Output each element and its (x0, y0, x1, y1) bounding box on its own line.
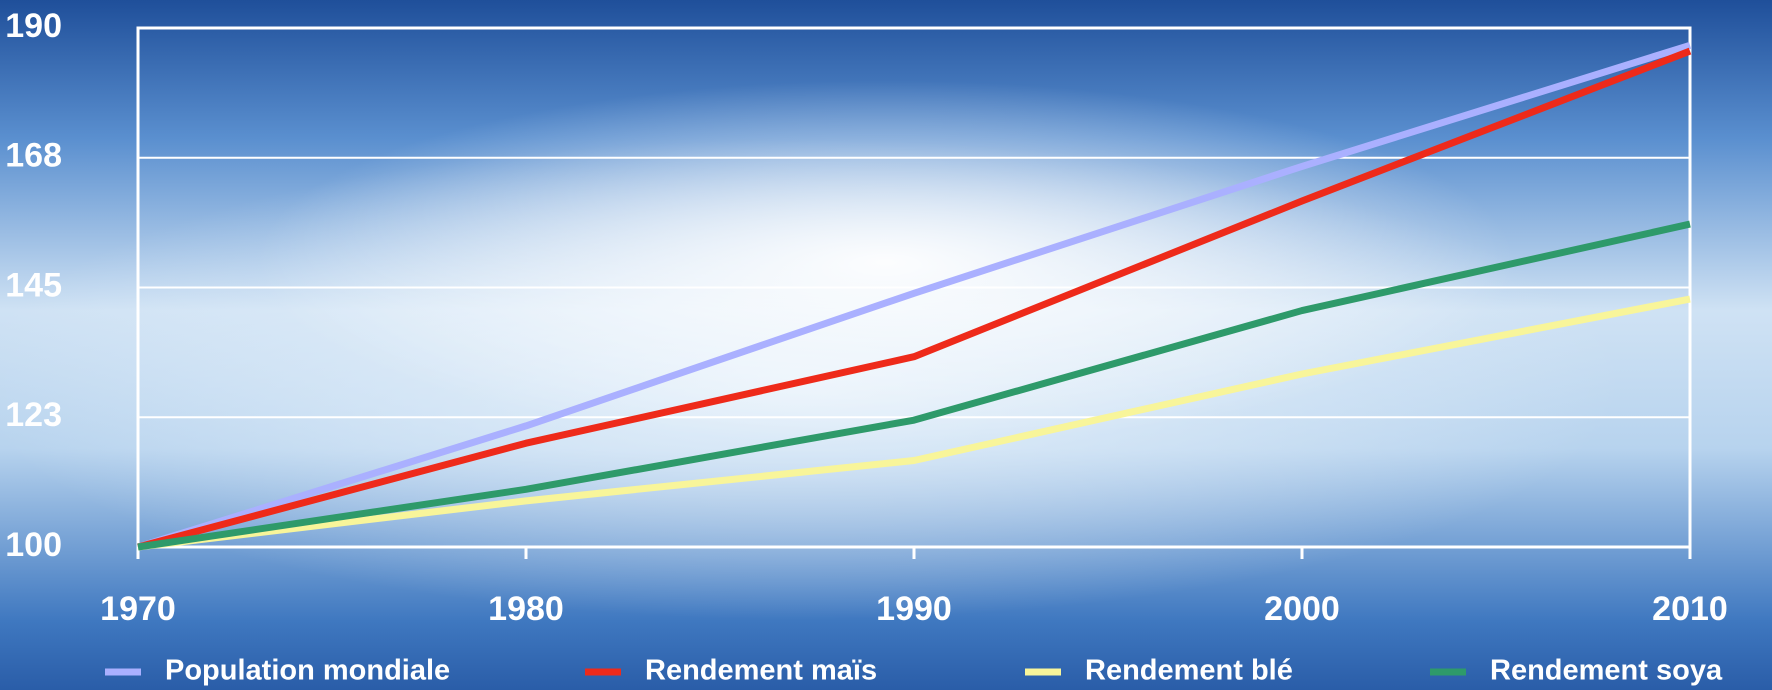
legend-label: Rendement blé (1085, 655, 1293, 687)
x-tick-label: 1990 (876, 590, 952, 628)
series-line (137, 47, 1692, 551)
y-tick-label: 100 (5, 526, 62, 564)
series-line (137, 295, 1691, 551)
x-tick-label: 1970 (100, 590, 176, 628)
y-tick-label: 123 (5, 396, 62, 434)
series-line (137, 220, 1691, 551)
x-tick-label: 1980 (488, 590, 564, 628)
legend-label: Population mondiale (165, 655, 450, 687)
y-tick-label: 145 (5, 266, 62, 304)
series-line (136, 41, 1692, 551)
legend-label: Rendement soya (1490, 655, 1723, 687)
y-tick-label: 168 (5, 137, 62, 175)
x-tick-label: 2000 (1264, 590, 1340, 628)
y-tick-label: 190 (5, 7, 62, 45)
x-tick-label: 2010 (1652, 590, 1728, 628)
legend-label: Rendement maïs (645, 655, 877, 687)
